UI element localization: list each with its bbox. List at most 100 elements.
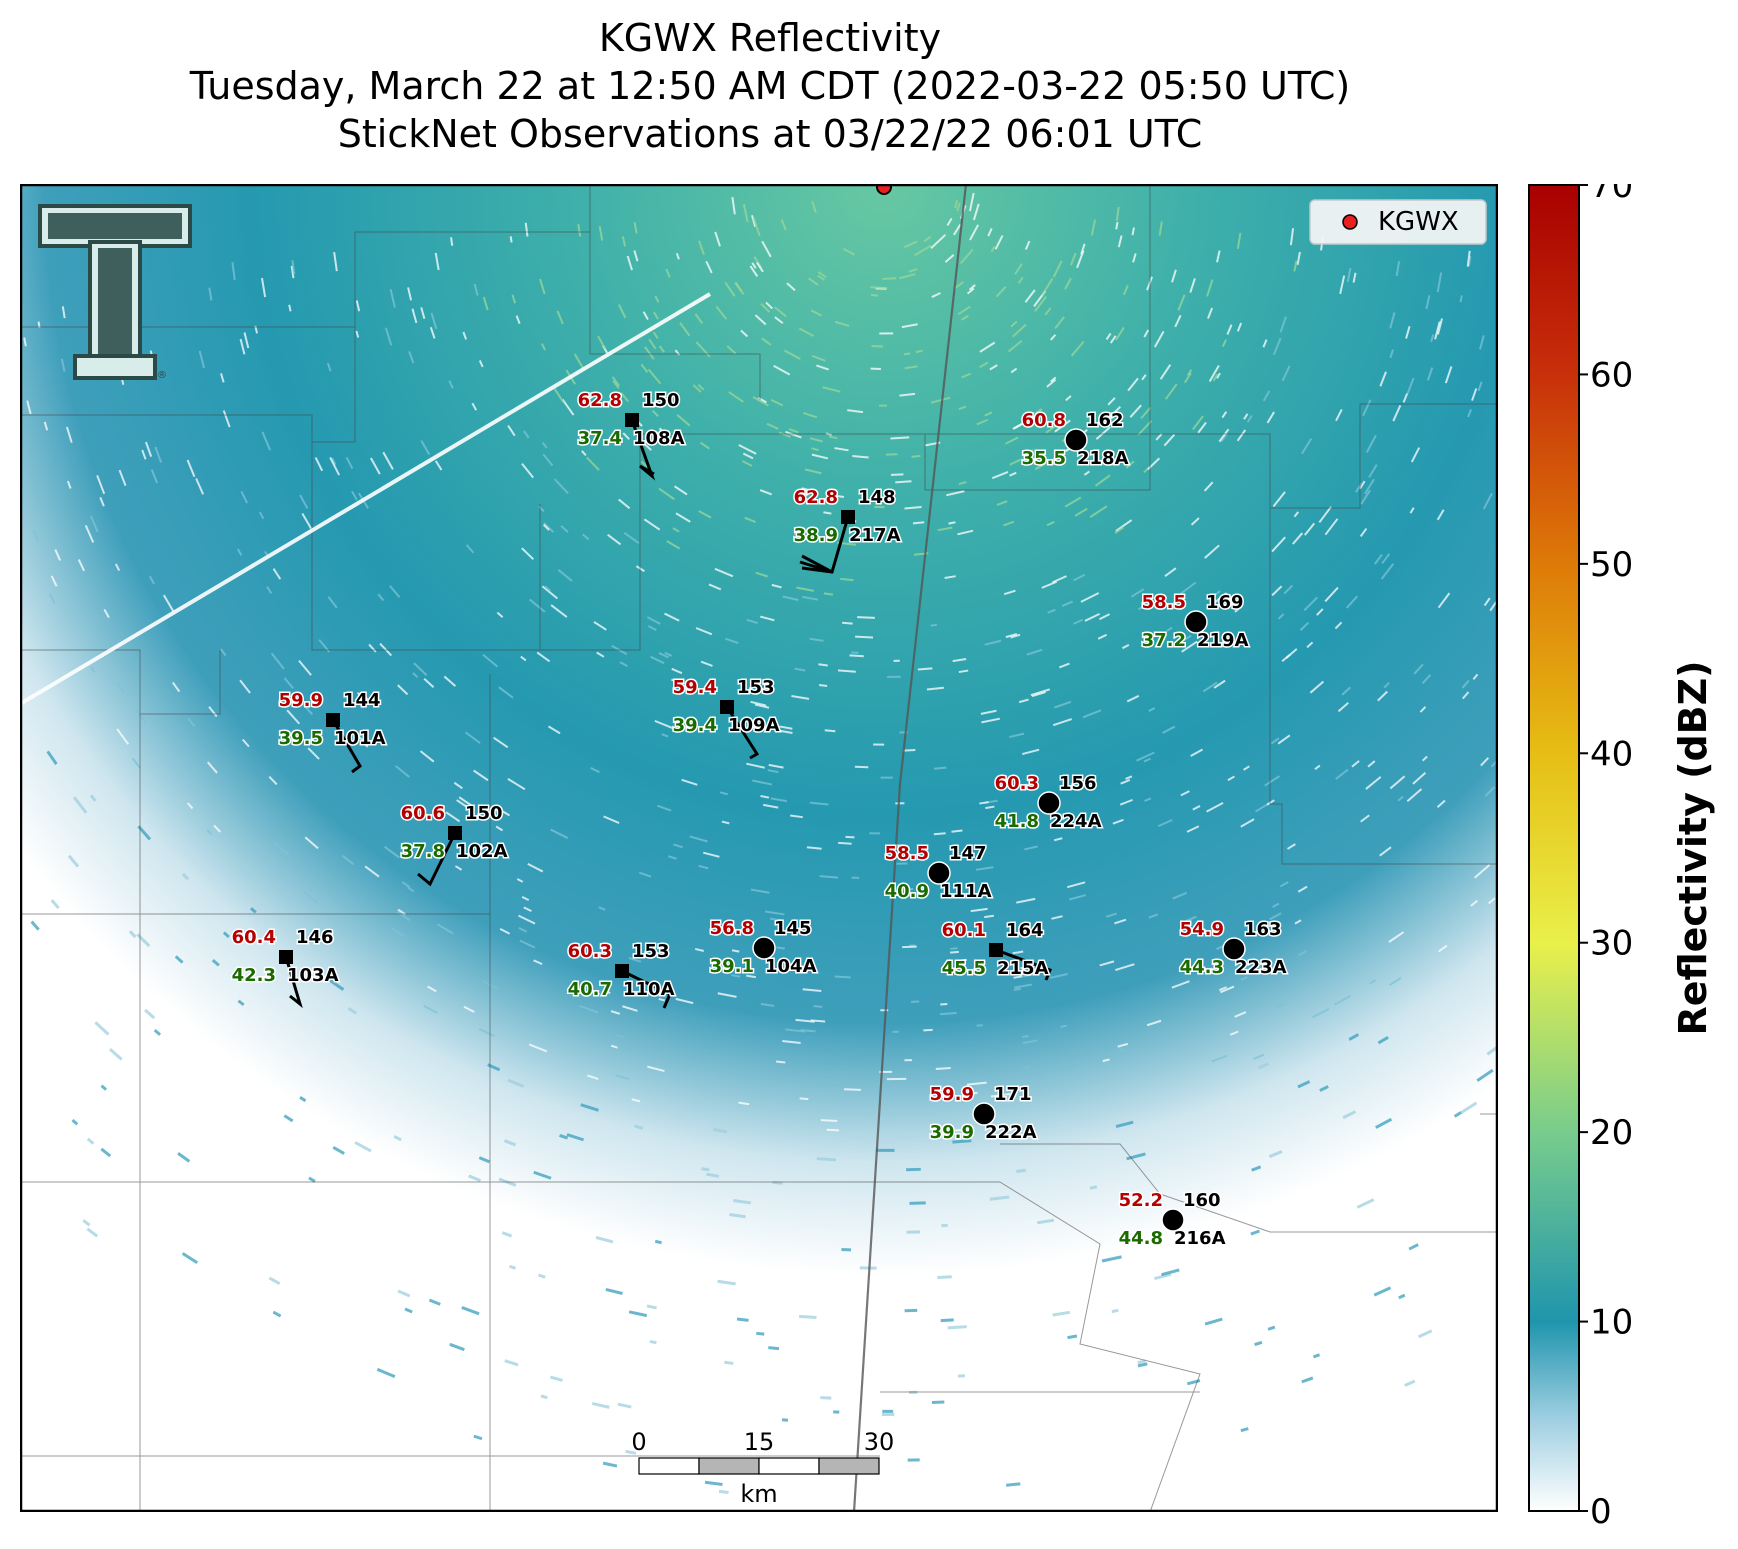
station-101a[interactable]: 59.9 144 39.5 101A [277, 689, 387, 774]
reflectivity-gate [181, 872, 190, 881]
reflectivity-gate [1006, 1482, 1021, 1487]
reflectivity-gate [508, 1264, 517, 1270]
station-219a[interactable]: 58.5 169 37.2 219A [1140, 591, 1250, 653]
station-dewpoint: 35.5 [1022, 448, 1066, 469]
station-108a[interactable]: 62.8 150 37.4 108A [576, 389, 686, 481]
reflectivity-gate [760, 1002, 775, 1007]
colorbar-tick-label: 50 [1590, 545, 1633, 585]
station-111a[interactable]: 58.5 147 40.9 111A [883, 842, 993, 904]
reflectivity-gate [1070, 340, 1085, 357]
reflectivity-gate [473, 769, 489, 782]
reflectivity-gate [666, 540, 681, 550]
reflectivity-gate [930, 234, 947, 250]
reflectivity-gate [724, 1360, 734, 1365]
station-224a[interactable]: 60.3 156 41.8 224A [993, 772, 1103, 834]
reflectivity-gate [1068, 894, 1087, 901]
reflectivity-gate [542, 523, 550, 531]
reflectivity-gate [741, 460, 753, 467]
station-pressure: 150 [465, 803, 503, 824]
reflectivity-gate [1359, 480, 1366, 490]
reflectivity-gate [915, 349, 923, 354]
station-temperature: 58.5 [1142, 592, 1186, 613]
station-103a[interactable]: 60.4 146 42.3 103A [230, 926, 340, 1009]
reflectivity-gate [985, 805, 995, 810]
station-109a[interactable]: 59.4 153 39.4 109A [671, 676, 781, 760]
reflectivity-gate [911, 454, 921, 458]
reflectivity-gate [538, 1273, 546, 1279]
colorbar-ramp [1528, 184, 1580, 1512]
reflectivity-gate [968, 192, 975, 212]
reflectivity-gate [177, 1152, 191, 1163]
station-104a[interactable]: 56.8 145 39.1 104A [708, 917, 818, 979]
reflectivity-gate [394, 765, 410, 778]
reflectivity-gate [1171, 980, 1190, 989]
reflectivity-gate [1020, 964, 1036, 970]
reflectivity-gate [144, 1008, 156, 1020]
reflectivity-gate [1046, 378, 1057, 388]
reflectivity-gate [618, 498, 631, 510]
reflectivity-gate [116, 682, 125, 694]
reflectivity-gate [356, 691, 369, 704]
reflectivity-gate [1082, 709, 1102, 719]
reflectivity-gate [793, 532, 807, 538]
reflectivity-gate [162, 594, 175, 613]
reflectivity-gate [1368, 464, 1378, 479]
reflectivity-gate [689, 835, 708, 843]
station-215a[interactable]: 60.1 164 45.5 215A [940, 919, 1052, 981]
reflectivity-gate [331, 457, 337, 466]
reflectivity-gate [1185, 915, 1197, 922]
reflectivity-gate [1102, 1058, 1110, 1063]
station-217a[interactable]: 62.8 148 38.9 217A [792, 486, 902, 574]
reflectivity-gate [527, 862, 544, 873]
station-216a[interactable]: 52.2 160 44.8 216A [1117, 1189, 1227, 1251]
reflectivity-gate [1174, 314, 1182, 328]
reflectivity-gate [423, 677, 435, 688]
reflectivity-gate [66, 480, 72, 489]
reflectivity-gate [429, 326, 436, 339]
reflectivity-gate [675, 997, 694, 1005]
station-102a[interactable]: 60.6 150 37.8 102A [399, 802, 509, 887]
reflectivity-gate [1292, 532, 1304, 545]
reflectivity-gate [518, 926, 528, 933]
reflectivity-gate [528, 1043, 548, 1053]
reflectivity-gate [580, 1103, 599, 1112]
reflectivity-gate [638, 871, 652, 878]
reflectivity-gate [1301, 1376, 1314, 1384]
reflectivity-gate [1413, 663, 1424, 675]
reflectivity-gate [1054, 316, 1066, 329]
reflectivity-gate [1017, 276, 1024, 284]
reflectivity-gate [1436, 509, 1445, 521]
reflectivity-gate [1236, 322, 1243, 332]
reflectivity-gate [541, 585, 559, 600]
reflectivity-gate [547, 725, 561, 735]
reflectivity-gate [995, 285, 1007, 298]
reflectivity-gate [116, 728, 130, 745]
wind-barb-icon [725, 706, 760, 760]
reflectivity-gate [1297, 1080, 1311, 1089]
reflectivity-gate [698, 510, 712, 519]
reflectivity-gate [1052, 718, 1073, 727]
reflectivity-gate [345, 457, 354, 470]
reflectivity-gate [504, 1359, 519, 1367]
reflectivity-gate [291, 260, 296, 275]
reflectivity-gate [507, 1078, 525, 1088]
reflectivity-gate [658, 487, 675, 501]
station-temperature: 62.8 [794, 487, 838, 508]
reflectivity-gate [1303, 596, 1318, 612]
reflectivity-gate [533, 959, 543, 966]
reflectivity-gate [1221, 339, 1228, 347]
reflectivity-gate [1181, 640, 1198, 653]
reflectivity-gate [1483, 597, 1491, 607]
station-222a[interactable]: 59.9 171 39.9 222A [928, 1083, 1038, 1145]
reflectivity-gate [1190, 748, 1204, 757]
reflectivity-gate [1171, 269, 1177, 283]
radar-map[interactable]: 62.8 150 37.4 108A 62.8 148 38.9 217A 60.8 162 35.… [19, 179, 1499, 1513]
reflectivity-gate [1137, 420, 1153, 436]
station-223a[interactable]: 54.9 163 44.3 223A [1178, 918, 1288, 980]
reflectivity-gate [1324, 586, 1339, 603]
station-218a[interactable]: 60.8 162 35.5 218A [1020, 409, 1130, 471]
reflectivity-gate [701, 1167, 710, 1172]
reflectivity-gate [1101, 1255, 1122, 1263]
reflectivity-gate [658, 652, 669, 659]
station-110a[interactable]: 60.3 153 40.7 110A [566, 940, 676, 1009]
